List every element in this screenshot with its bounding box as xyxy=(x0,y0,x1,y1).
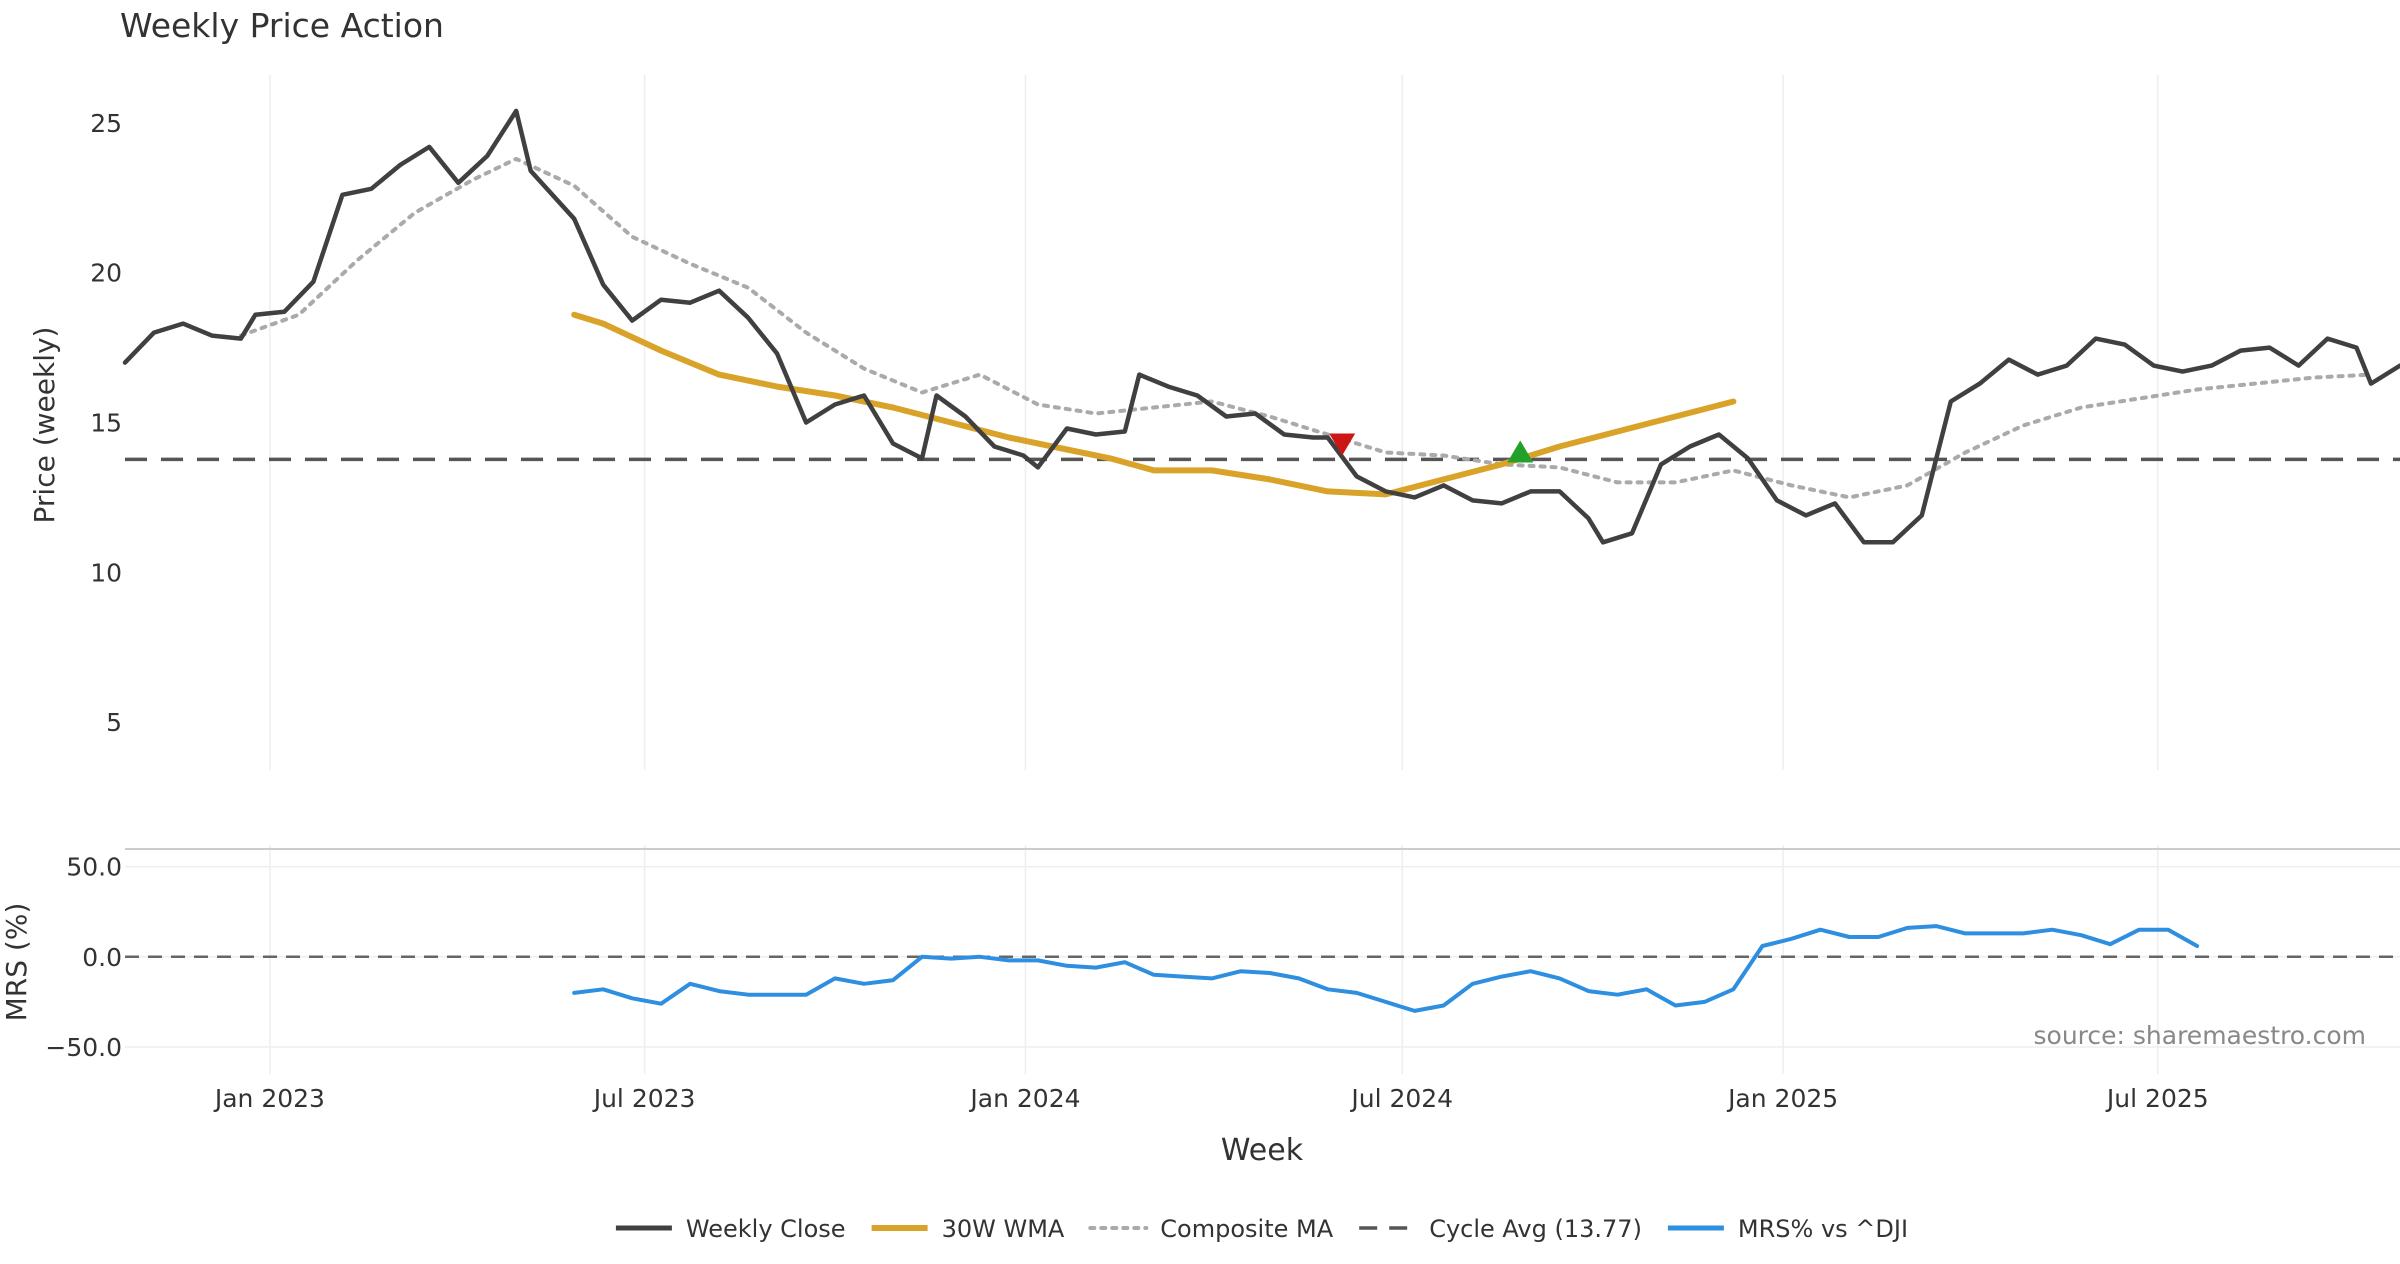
x-axis-label: Week xyxy=(1221,1133,1304,1168)
mrs-y-ticks: 50.0 0.0 −50.0 xyxy=(45,853,122,1062)
price-panel-grid xyxy=(269,75,2159,770)
mrs-y-tick-label: −50.0 xyxy=(45,1033,122,1062)
mrs-y-tick-label: 50.0 xyxy=(66,853,122,882)
legend-weekly-close-label: Weekly Close xyxy=(686,1215,846,1243)
mrs-line xyxy=(572,924,2200,1013)
x-tick-label: Jul 2025 xyxy=(2105,1084,2209,1113)
x-axis-ticks: Jan 2023 Jul 2023 Jan 2024 Jul 2024 Jan 2025… xyxy=(213,1084,2209,1113)
x-tick-label: Jul 2024 xyxy=(1349,1084,1453,1113)
price-y-tick-label: 15 xyxy=(90,409,122,438)
price-y-tick-label: 20 xyxy=(90,259,122,288)
chart-title: Weekly Price Action xyxy=(120,6,444,45)
legend-composite-ma-label: Composite MA xyxy=(1160,1215,1333,1243)
x-tick-label: Jul 2023 xyxy=(592,1084,696,1113)
legend-wma-30w-label: 30W WMA xyxy=(942,1215,1065,1243)
x-tick-label: Jan 2025 xyxy=(1726,1084,1838,1113)
legend-mrs-label: MRS% vs ^DJI xyxy=(1738,1215,1908,1243)
mrs-y-tick-label: 0.0 xyxy=(82,943,122,972)
price-series-layer xyxy=(122,108,2400,545)
price-y-tick-label: 25 xyxy=(90,109,122,138)
legend: Weekly Close 30W WMA Composite MA Cycle Avg… xyxy=(615,1215,1908,1243)
wma-30w-line xyxy=(571,311,1737,498)
legend-wma-30w: 30W WMA xyxy=(871,1215,1065,1243)
legend-cycle-avg: Cycle Avg (13.77) xyxy=(1359,1215,1642,1243)
x-tick-label: Jan 2024 xyxy=(968,1084,1080,1113)
mrs-y-axis-label: MRS (%) xyxy=(0,903,33,1022)
signal-markers xyxy=(1329,433,1534,463)
legend-composite-ma: Composite MA xyxy=(1088,1215,1334,1243)
x-tick-label: Jan 2023 xyxy=(213,1084,325,1113)
mrs-series-layer xyxy=(572,924,2200,1013)
composite-ma-line xyxy=(238,156,2373,500)
price-y-axis-label: Price (weekly) xyxy=(28,327,61,524)
sell-signal-marker xyxy=(1329,433,1356,456)
price-y-ticks: 5 10 15 20 25 xyxy=(90,109,122,737)
legend-weekly-close: Weekly Close xyxy=(615,1215,846,1243)
price-y-tick-label: 10 xyxy=(90,558,122,587)
weekly-close-line xyxy=(122,108,2400,545)
legend-mrs: MRS% vs ^DJI xyxy=(1667,1215,1908,1243)
price-y-tick-label: 5 xyxy=(106,708,122,737)
buy-signal-marker xyxy=(1507,440,1534,463)
source-note: source: sharemaestro.com xyxy=(2034,1021,2367,1050)
legend-cycle-avg-label: Cycle Avg (13.77) xyxy=(1429,1215,1642,1243)
